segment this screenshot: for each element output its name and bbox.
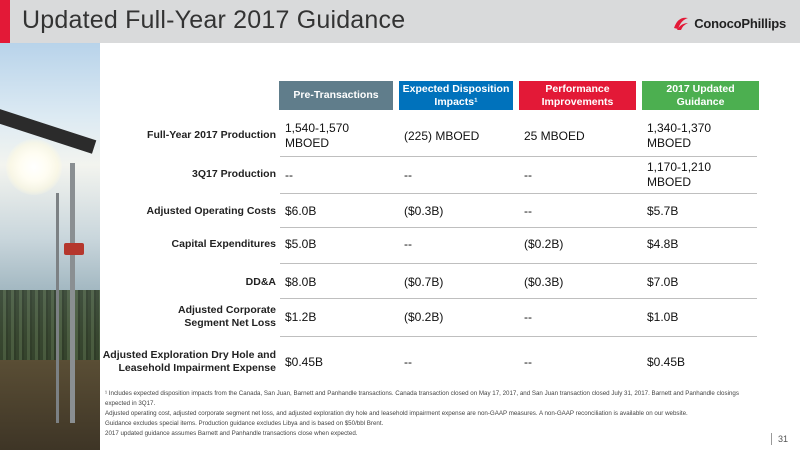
cell-fy-production-updated: 1,340-1,370 MBOED bbox=[647, 121, 712, 150]
row-divider bbox=[280, 156, 757, 157]
cell-netloss-disposition: ($0.2B) bbox=[404, 310, 444, 324]
row-label-dda: DD&A bbox=[245, 276, 276, 288]
cell-fy-production-pre: 1,540-1,570 MBOED bbox=[285, 121, 350, 150]
pumpjack-mast bbox=[70, 163, 75, 423]
cell-fy-production-performance: 25 MBOED bbox=[524, 129, 585, 143]
cell-capex-performance: ($0.2B) bbox=[524, 237, 564, 251]
cell-opcost-performance: -- bbox=[524, 204, 532, 218]
logo-text: ConocoPhillips bbox=[694, 15, 786, 31]
cell-opcost-updated: $5.7B bbox=[647, 204, 679, 218]
footnote-2: Adjusted operating cost, adjusted corpor… bbox=[105, 410, 688, 417]
cell-fy-production-disposition: (225) MBOED bbox=[404, 129, 480, 143]
cell-3q17-performance: -- bbox=[524, 168, 532, 182]
cell-exploration-updated: $0.45B bbox=[647, 355, 686, 369]
cell-opcost-pre: $6.0B bbox=[285, 204, 317, 218]
tree-line bbox=[0, 290, 100, 360]
cell-opcost-disposition: ($0.3B) bbox=[404, 204, 444, 218]
col-header-disposition-impacts: Expected Disposition Impacts¹ bbox=[399, 81, 513, 110]
cell-dda-disposition: ($0.7B) bbox=[404, 275, 444, 289]
cell-capex-disposition: -- bbox=[404, 237, 412, 251]
cell-exploration-performance: -- bbox=[524, 355, 532, 369]
footnote-1: ¹ Includes expected disposition impacts … bbox=[105, 390, 739, 407]
footnotes: ¹ Includes expected disposition impacts … bbox=[105, 389, 765, 439]
cell-netloss-pre: $1.2B bbox=[285, 310, 317, 324]
page-number-divider bbox=[771, 433, 772, 445]
row-label-corporate-net-loss: Adjusted Corporate Segment Net Loss bbox=[177, 304, 276, 329]
header-bar: Updated Full-Year 2017 Guidance ConocoPh… bbox=[0, 0, 800, 43]
cell-3q17-pre: -- bbox=[285, 168, 293, 182]
cell-exploration-disposition: -- bbox=[404, 355, 412, 369]
cell-netloss-performance: -- bbox=[524, 310, 532, 324]
col-header-updated-guidance: 2017 Updated Guidance bbox=[642, 81, 759, 110]
cell-dda-pre: $8.0B bbox=[285, 275, 317, 289]
page-title: Updated Full-Year 2017 Guidance bbox=[22, 6, 406, 34]
cell-netloss-updated: $1.0B bbox=[647, 310, 679, 324]
cell-3q17-updated: 1,170-1,210 MBOED bbox=[647, 160, 712, 189]
accent-stripe bbox=[0, 0, 10, 43]
row-divider bbox=[280, 298, 757, 299]
pumpjack-support bbox=[56, 193, 59, 423]
logo-mark-icon bbox=[672, 14, 690, 32]
company-logo: ConocoPhillips bbox=[672, 14, 786, 32]
col-header-performance-improvements: Performance Improvements bbox=[519, 81, 636, 110]
col-header-pre-transactions: Pre-Transactions bbox=[279, 81, 393, 110]
row-divider bbox=[280, 336, 757, 337]
row-label-3q17-production: 3Q17 Production bbox=[191, 168, 276, 180]
cell-3q17-disposition: -- bbox=[404, 168, 412, 182]
oil-pump-photo bbox=[0, 43, 100, 450]
cell-exploration-pre: $0.45B bbox=[285, 355, 324, 369]
cell-dda-performance: ($0.3B) bbox=[524, 275, 564, 289]
page-number: 31 bbox=[778, 434, 789, 444]
row-label-exploration-expense: Adjusted Exploration Dry Hole and Leaseh… bbox=[102, 349, 276, 374]
cell-dda-updated: $7.0B bbox=[647, 275, 679, 289]
cell-capex-pre: $5.0B bbox=[285, 237, 317, 251]
row-label-operating-costs: Adjusted Operating Costs bbox=[146, 205, 276, 217]
ground bbox=[0, 360, 100, 450]
row-label-capex: Capital Expenditures bbox=[171, 238, 276, 250]
wellhead-valve bbox=[64, 243, 84, 255]
row-divider bbox=[280, 263, 757, 264]
footnote-3: Guidance excludes special items. Product… bbox=[105, 420, 384, 427]
cell-capex-updated: $4.8B bbox=[647, 237, 679, 251]
footnote-4: 2017 updated guidance assumes Barnett an… bbox=[105, 430, 358, 437]
sun-glare bbox=[6, 139, 62, 195]
row-divider bbox=[280, 193, 757, 194]
row-divider bbox=[280, 227, 757, 228]
row-label-fy-production: Full-Year 2017 Production bbox=[147, 129, 276, 141]
